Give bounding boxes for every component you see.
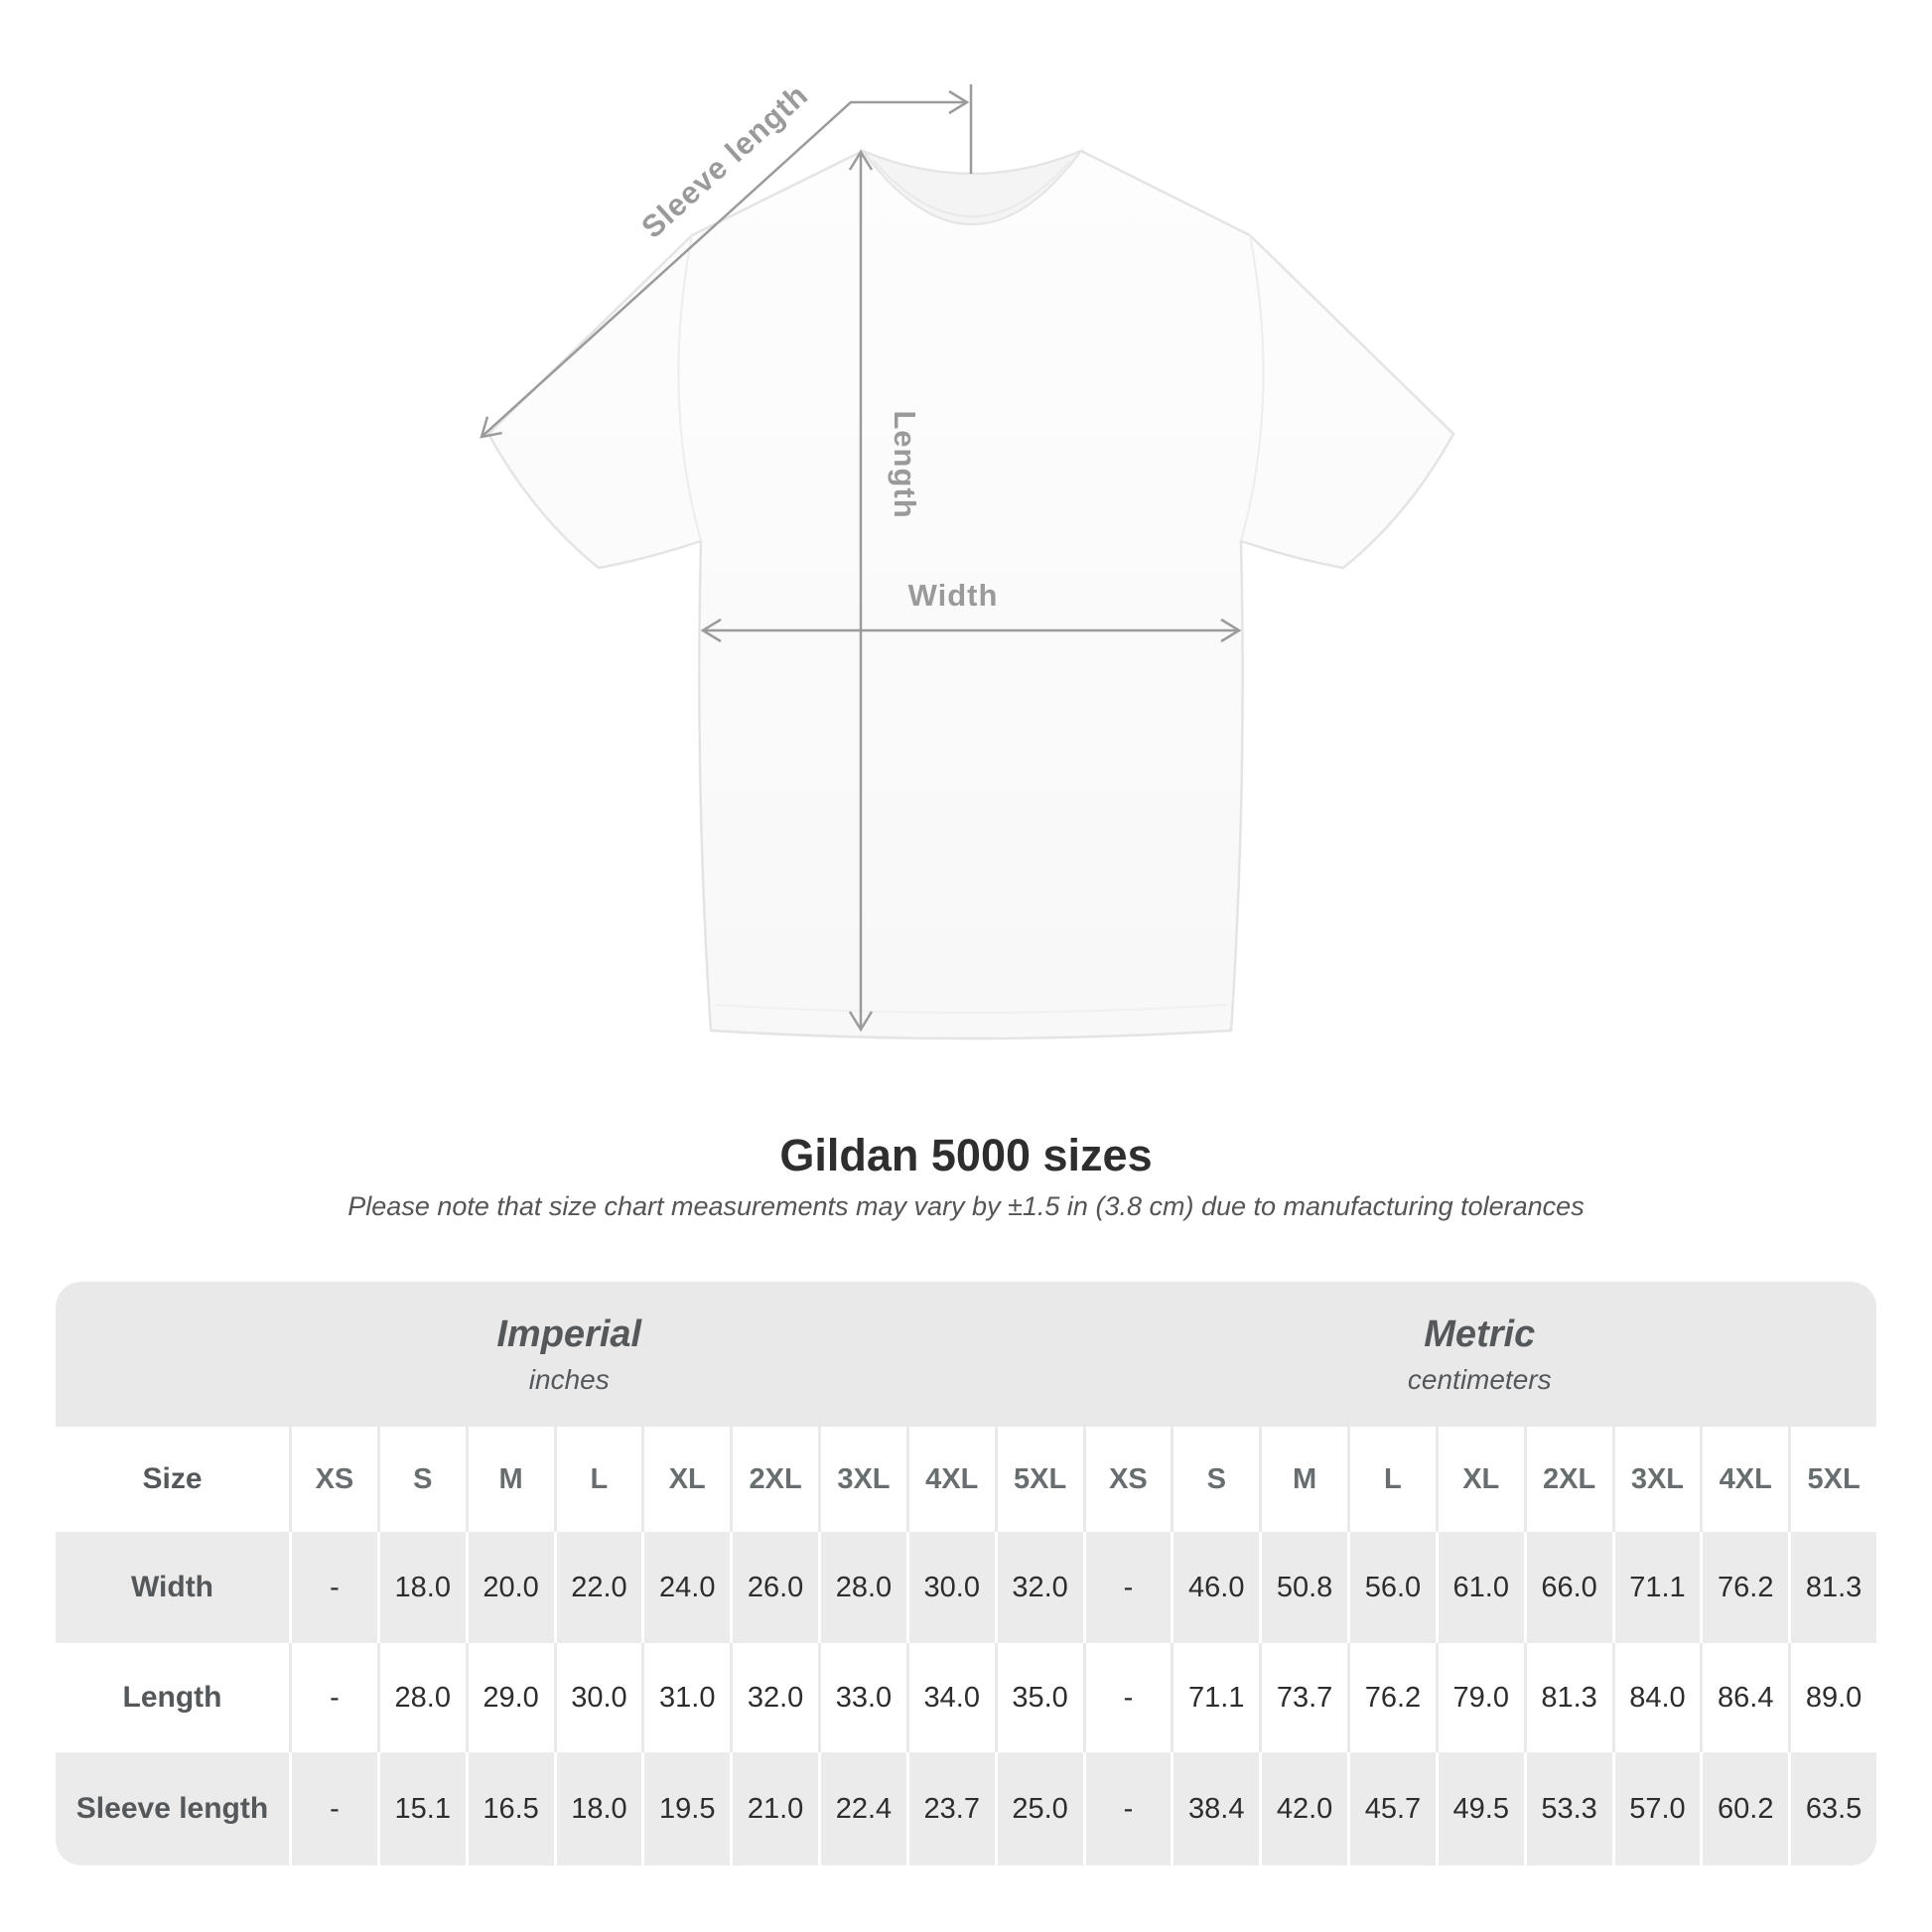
value-cell: -	[289, 1752, 377, 1865]
imperial-unit: inches	[528, 1363, 610, 1395]
value-cell: -	[289, 1532, 377, 1643]
value-cell: 53.3	[1523, 1752, 1612, 1865]
tolerance-note: Please note that size chart measurements…	[347, 1191, 1585, 1221]
tshirt-measurement-diagram: Sleeve length Length Width	[480, 77, 1455, 1040]
size-header-cell: L	[553, 1427, 642, 1532]
value-cell: 79.0	[1435, 1643, 1524, 1752]
size-header-cell: 3XL	[1611, 1427, 1701, 1532]
value-cell: 33.0	[818, 1643, 906, 1752]
value-cell: 50.8	[1259, 1532, 1347, 1643]
value-cell: 45.7	[1347, 1752, 1436, 1865]
value-cell: 56.0	[1347, 1532, 1436, 1643]
sleeve-length-arrow	[480, 89, 970, 439]
size-header-cell: 4XL	[1700, 1427, 1789, 1532]
size-header-cell: S	[376, 1427, 466, 1532]
value-cell: 19.5	[641, 1752, 731, 1865]
size-header-cell: 2XL	[730, 1427, 818, 1532]
size-header-cell: 4XL	[905, 1427, 995, 1532]
page-title: Gildan 5000 sizes	[779, 1130, 1153, 1180]
value-cell: 76.2	[1347, 1643, 1436, 1752]
value-cell: 42.0	[1259, 1752, 1347, 1865]
value-cell: 76.2	[1700, 1532, 1789, 1643]
unit-group-imperial: Imperial inches	[56, 1282, 1083, 1427]
value-cell: 18.0	[553, 1752, 642, 1865]
measurement-lines	[480, 84, 1242, 1033]
value-cell: 61.0	[1435, 1532, 1524, 1643]
value-cell: 34.0	[905, 1643, 995, 1752]
value-cell: 26.0	[730, 1532, 818, 1643]
width-label: Width	[908, 578, 999, 613]
size-table: Imperial inches Metric centimeters Size …	[56, 1282, 1876, 1865]
size-column-header: Size	[56, 1427, 289, 1532]
value-cell: 49.5	[1435, 1752, 1524, 1865]
value-cell: 38.4	[1171, 1752, 1260, 1865]
value-cell: 84.0	[1611, 1643, 1701, 1752]
value-cell: 63.5	[1788, 1752, 1876, 1865]
value-cell: -	[1082, 1752, 1172, 1865]
value-cell: 71.1	[1171, 1643, 1260, 1752]
value-cell: 22.0	[553, 1532, 642, 1643]
row-label-width: Width	[56, 1532, 289, 1643]
value-cell: 25.0	[994, 1752, 1083, 1865]
size-header-cell: XL	[641, 1427, 731, 1532]
value-cell: -	[1082, 1643, 1172, 1752]
length-label: Length	[888, 410, 922, 518]
size-header-cell: XS	[289, 1427, 377, 1532]
imperial-label: Imperial	[496, 1312, 642, 1355]
metric-unit: centimeters	[1407, 1363, 1552, 1395]
value-cell: 35.0	[994, 1643, 1083, 1752]
value-cell: -	[1082, 1532, 1172, 1643]
value-cell: 15.1	[376, 1752, 466, 1865]
value-cell: -	[289, 1643, 377, 1752]
value-cell: 32.0	[994, 1532, 1083, 1643]
value-cell: 28.0	[376, 1643, 466, 1752]
size-header-cell: 5XL	[1788, 1427, 1876, 1532]
size-header-cell: M	[1259, 1427, 1347, 1532]
value-cell: 22.4	[818, 1752, 906, 1865]
value-cell: 81.3	[1523, 1643, 1612, 1752]
value-cell: 86.4	[1700, 1643, 1789, 1752]
size-header-cell: S	[1171, 1427, 1260, 1532]
value-cell: 31.0	[641, 1643, 731, 1752]
value-cell: 30.0	[905, 1532, 995, 1643]
value-cell: 73.7	[1259, 1643, 1347, 1752]
value-cell: 32.0	[730, 1643, 818, 1752]
size-header-cell: 3XL	[818, 1427, 906, 1532]
value-cell: 24.0	[641, 1532, 731, 1643]
size-header-cell: XL	[1435, 1427, 1524, 1532]
unit-group-metric: Metric centimeters	[1082, 1282, 1876, 1427]
row-label-sleeve-length: Sleeve length	[56, 1752, 289, 1865]
value-cell: 20.0	[465, 1532, 554, 1643]
value-cell: 16.5	[465, 1752, 554, 1865]
value-cell: 81.3	[1788, 1532, 1876, 1643]
size-header-cell: 2XL	[1523, 1427, 1612, 1532]
size-header-cell: 5XL	[994, 1427, 1083, 1532]
value-cell: 60.2	[1700, 1752, 1789, 1865]
value-cell: 30.0	[553, 1643, 642, 1752]
size-header-cell: M	[465, 1427, 554, 1532]
value-cell: 89.0	[1788, 1643, 1876, 1752]
value-cell: 71.1	[1611, 1532, 1701, 1643]
value-cell: 66.0	[1523, 1532, 1612, 1643]
value-cell: 18.0	[376, 1532, 466, 1643]
row-label-length: Length	[56, 1643, 289, 1752]
value-cell: 46.0	[1171, 1532, 1260, 1643]
size-header-cell: XS	[1082, 1427, 1172, 1532]
value-cell: 28.0	[818, 1532, 906, 1643]
value-cell: 23.7	[905, 1752, 995, 1865]
metric-label: Metric	[1424, 1312, 1536, 1355]
value-cell: 57.0	[1611, 1752, 1701, 1865]
value-cell: 29.0	[465, 1643, 554, 1752]
size-header-cell: L	[1347, 1427, 1436, 1532]
value-cell: 21.0	[730, 1752, 818, 1865]
